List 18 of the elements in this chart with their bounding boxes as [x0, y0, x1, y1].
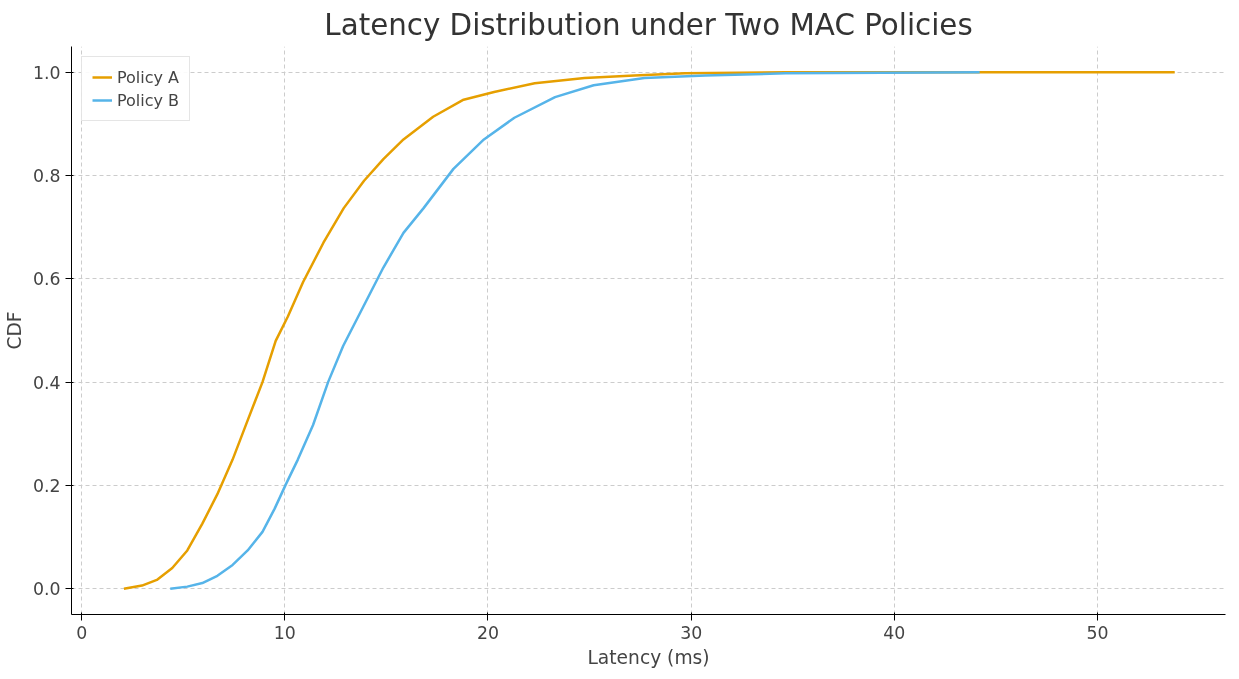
legend-label: Policy B [117, 90, 180, 110]
legend-label: Policy A [117, 67, 180, 87]
x-tick-label: 10 [273, 622, 296, 643]
line-series [168, 71, 981, 590]
y-tick-label: 0.0 [32, 579, 61, 600]
x-tick-label: 0 [76, 622, 88, 643]
y-tick-label: 0.2 [32, 475, 61, 496]
x-tick-label: 20 [476, 622, 500, 643]
x-tick-label: 30 [680, 622, 703, 643]
y-axis-title: CDF [3, 311, 25, 350]
x-tick-label: 50 [1086, 622, 1109, 643]
y-tick-label: 1.0 [32, 62, 61, 83]
x-tick-label: 40 [883, 622, 906, 643]
y-tick-label: 0.4 [32, 372, 61, 393]
x-axis-title: Latency (ms) [587, 646, 710, 668]
y-tick-label: 0.6 [32, 269, 61, 290]
y-tick-label: 0.8 [32, 166, 61, 187]
chart-title: Latency Distribution under Two MAC Policies [324, 7, 973, 42]
